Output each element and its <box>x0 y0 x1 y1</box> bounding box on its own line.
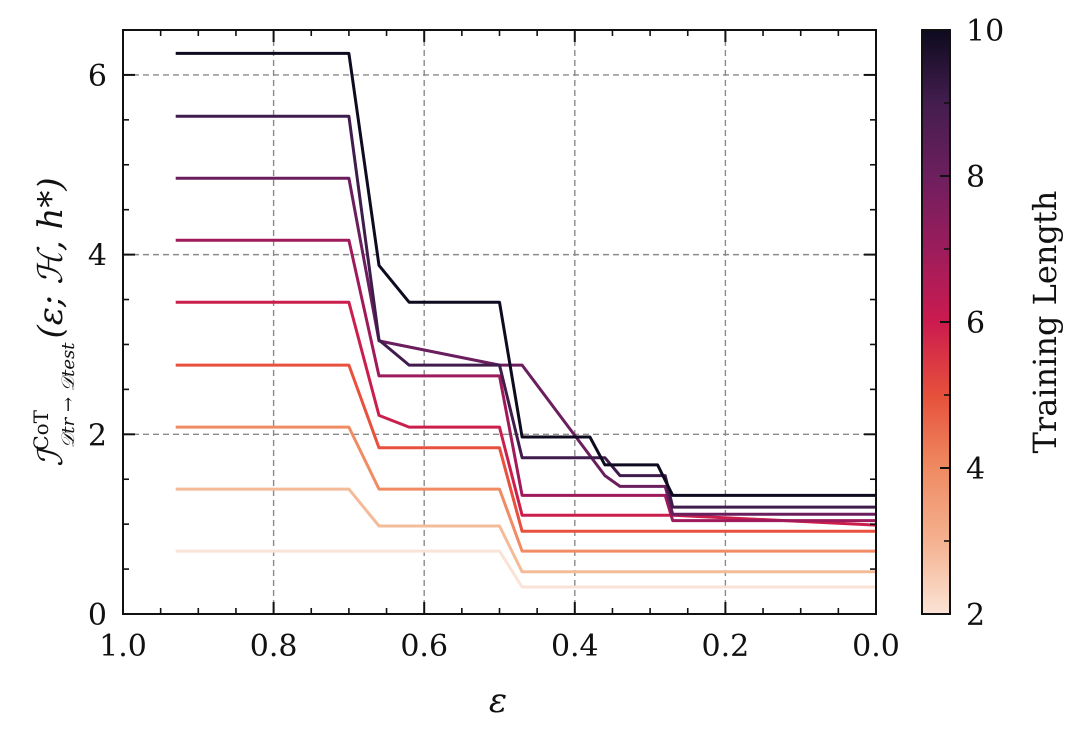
colorbar-tick-label: 6 <box>966 306 985 341</box>
series-line-length-4 <box>175 425 876 553</box>
x-tick-label: 0.6 <box>400 629 448 664</box>
series-line-length-2 <box>175 549 876 589</box>
colorbar-tick-label: 2 <box>966 598 985 633</box>
y-axis-label: ℐCoT 𝒟tr → 𝒟test (ε; ℋ, h*) <box>29 177 79 466</box>
x-tick-label: 0.8 <box>250 629 298 664</box>
series-line-length-9 <box>175 114 876 509</box>
x-tick-label: 0.2 <box>702 629 750 664</box>
y-tick-label: 6 <box>88 59 107 94</box>
y-label-args: (ε; ℋ, h*) <box>31 177 71 338</box>
series-line-length-3 <box>175 487 876 574</box>
y-tick-label: 4 <box>88 239 107 274</box>
colorbar-ticks: 2 4 6 8 10 <box>940 14 1004 633</box>
series-lines <box>175 51 877 589</box>
x-tick-label: 1.0 <box>99 629 147 664</box>
x-tick-label: 0.0 <box>852 629 900 664</box>
colorbar-tick-label: 10 <box>966 14 1004 49</box>
series-line-length-6 <box>175 300 877 527</box>
y-label-sub: 𝒟tr → 𝒟test <box>58 342 79 448</box>
x-axis-label: ε <box>489 681 507 721</box>
colorbar-label: Training Length <box>1026 191 1064 454</box>
y-label-main: ℐ <box>31 446 71 467</box>
series-line-length-5 <box>175 363 876 533</box>
colorbar-tick-label: 4 <box>966 452 985 487</box>
x-tick-label: 0.4 <box>551 629 599 664</box>
series-line-length-10 <box>175 51 876 497</box>
series-line-length-8 <box>175 176 876 516</box>
series-line-length-7 <box>175 238 876 523</box>
colorbar-tick-label: 8 <box>966 160 985 195</box>
y-tick-label: 0 <box>88 598 107 633</box>
y-label-sup: CoT <box>29 409 53 450</box>
axis-ticks: 1.0 0.8 0.6 0.4 0.2 0.0 0 2 4 6 <box>88 30 900 664</box>
y-tick-label: 2 <box>88 418 107 453</box>
